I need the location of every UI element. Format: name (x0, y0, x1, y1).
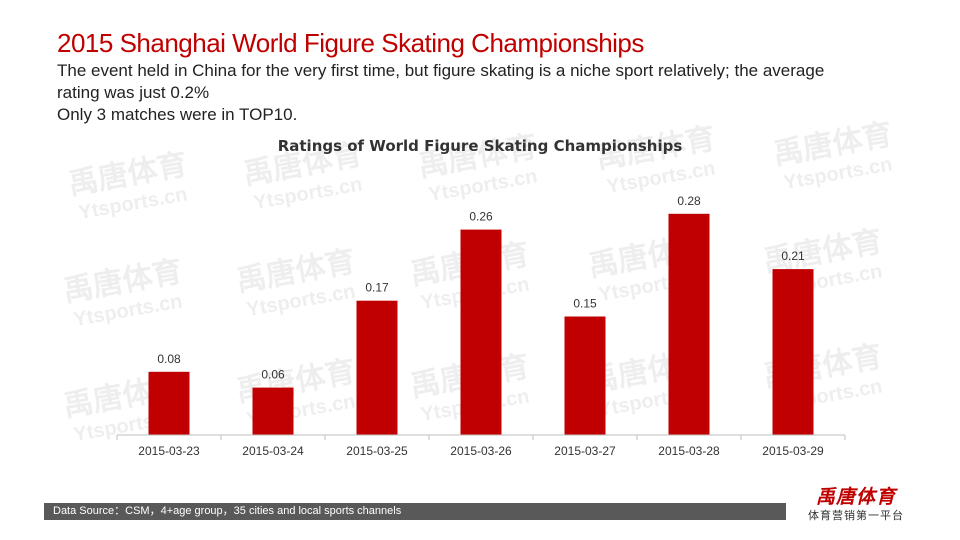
bar (460, 229, 502, 435)
bar (356, 300, 398, 435)
x-tick-label: 2015-03-23 (138, 444, 200, 458)
bar (772, 269, 814, 435)
data-source-note: Data Source：CSM，4+age group，35 cities an… (53, 505, 402, 517)
bar (252, 387, 294, 435)
bar (564, 316, 606, 435)
subtitle-line: rating was just 0.2% (57, 83, 210, 102)
x-tick-label: 2015-03-28 (658, 444, 720, 458)
data-label: 0.06 (261, 368, 285, 382)
chart-title: Ratings of World Figure Skating Champion… (278, 137, 683, 155)
bar (148, 371, 190, 435)
data-label: 0.15 (573, 297, 597, 311)
subtitle-line: The event held in China for the very fir… (57, 61, 825, 80)
data-label: 0.17 (365, 281, 389, 295)
x-tick-label: 2015-03-29 (762, 444, 824, 458)
subtitle-line: Only 3 matches were in TOP10. (57, 105, 298, 124)
data-label: 0.26 (469, 210, 493, 224)
bar-chart: Ratings of World Figure Skating Champion… (116, 137, 846, 458)
data-label: 0.21 (781, 249, 805, 263)
logo-wordmark: 禹唐体育 (815, 486, 896, 508)
page-title: 2015 Shanghai World Figure Skating Champ… (57, 28, 644, 58)
page-subtitle: The event held in China for the very fir… (57, 60, 917, 126)
brand-logo: 禹唐体育 体育营销第一平台 (800, 486, 912, 524)
data-label: 0.08 (157, 352, 181, 366)
logo-tagline: 体育营销第一平台 (808, 509, 904, 522)
x-tick-label: 2015-03-27 (554, 444, 616, 458)
x-tick-label: 2015-03-25 (346, 444, 408, 458)
x-tick-label: 2015-03-24 (242, 444, 304, 458)
x-tick-label: 2015-03-26 (450, 444, 512, 458)
bar (668, 213, 710, 435)
data-label: 0.28 (677, 194, 701, 208)
footer-bar (44, 503, 786, 520)
